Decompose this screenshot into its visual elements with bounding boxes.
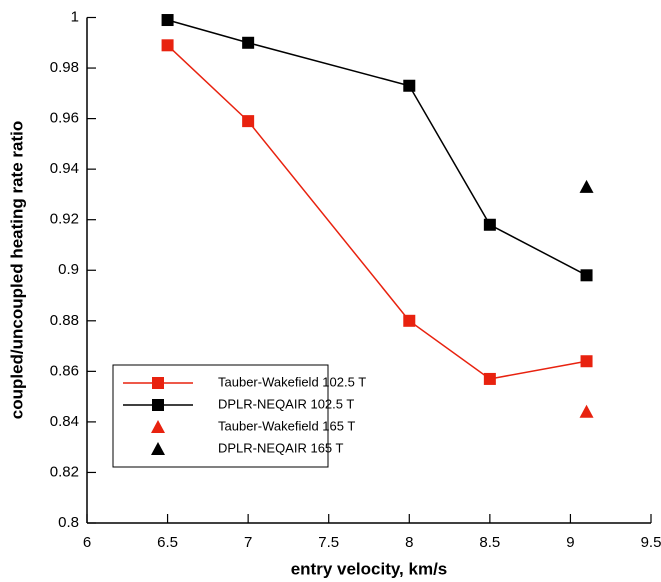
x-tick-label: 6.5 bbox=[157, 534, 178, 551]
x-tick-label: 6 bbox=[83, 534, 91, 551]
legend-box bbox=[112, 364, 329, 468]
y-tick-label: 0.98 bbox=[50, 59, 79, 76]
legend-marker bbox=[151, 420, 165, 433]
series-line bbox=[167, 44, 587, 380]
marker bbox=[580, 355, 593, 368]
y-tick-label: 0.86 bbox=[50, 362, 79, 379]
legend-label: Tauber-Wakefield 102.5 T bbox=[218, 374, 366, 389]
x-tick-label: 9.5 bbox=[641, 534, 661, 551]
y-tick-label: 1 bbox=[71, 8, 79, 25]
legend-marker bbox=[152, 377, 164, 389]
marker bbox=[403, 314, 416, 327]
x-tick-label: 8 bbox=[405, 534, 413, 551]
marker bbox=[161, 39, 174, 52]
marker bbox=[242, 36, 255, 49]
marker bbox=[403, 79, 416, 92]
legend-label: Tauber-Wakefield 165 T bbox=[218, 418, 355, 433]
y-tick-label: 0.92 bbox=[50, 211, 79, 228]
marker bbox=[161, 14, 174, 27]
x-tick-label: 7 bbox=[244, 534, 252, 551]
marker bbox=[483, 372, 496, 385]
y-axis-label: coupled/uncoupled heating rate ratio bbox=[7, 121, 26, 419]
y-tick-label: 0.82 bbox=[50, 463, 79, 480]
legend-marker bbox=[151, 442, 165, 455]
x-tick-label: 9 bbox=[566, 534, 574, 551]
x-axis-label: entry velocity, km/s bbox=[291, 559, 448, 578]
legend-label: DPLR-NEQAIR 102.5 T bbox=[218, 396, 354, 411]
y-tick-label: 0.96 bbox=[50, 110, 79, 127]
marker bbox=[483, 218, 496, 231]
marker bbox=[242, 115, 255, 128]
x-tick-label: 8.5 bbox=[479, 534, 500, 551]
y-tick-label: 0.88 bbox=[50, 312, 79, 329]
marker bbox=[579, 404, 594, 418]
legend-marker bbox=[152, 399, 164, 411]
legend: Tauber-Wakefield 102.5 T DPLR-NEQAIR 102.… bbox=[112, 364, 366, 468]
marker bbox=[579, 179, 594, 193]
legend-label: DPLR-NEQAIR 165 T bbox=[218, 440, 344, 455]
y-tick-label: 0.94 bbox=[50, 160, 79, 177]
marker bbox=[580, 269, 593, 282]
y-tick-label: 0.84 bbox=[50, 413, 79, 430]
y-tick-label: 0.8 bbox=[58, 514, 79, 531]
y-tick-label: 0.9 bbox=[58, 261, 79, 278]
x-tick-label: 7.5 bbox=[318, 534, 339, 551]
series-line bbox=[167, 19, 587, 276]
